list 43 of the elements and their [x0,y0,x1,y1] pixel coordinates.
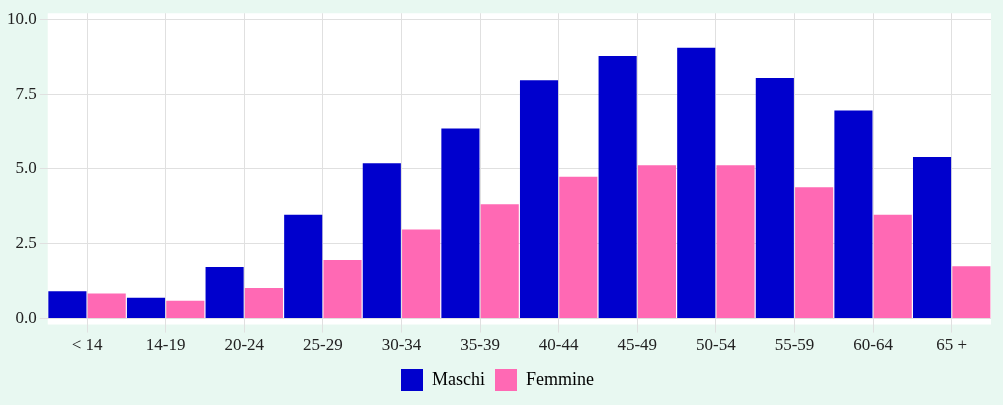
bar [244,288,283,319]
bar [598,56,637,319]
y-tick-label: 5.0 [15,158,37,178]
bar [952,266,991,319]
x-tick-label: 65 + [936,335,968,355]
bar [362,163,401,319]
x-tick-label: 25-29 [303,335,343,355]
bar [716,165,755,319]
x-tick-label: 40-44 [538,335,579,355]
bar [519,80,559,319]
bar [677,47,716,319]
bar [795,187,834,319]
y-tick-label: 7.5 [15,83,37,103]
y-tick-label: 0.0 [15,308,37,328]
bar [87,293,126,319]
y-tick-label: 2.5 [15,233,37,253]
x-tick-label: 50-54 [696,335,737,355]
x-tick-label: 45-49 [617,335,658,355]
bar [323,259,362,319]
y-tick-label: 10.0 [7,8,37,28]
bar [441,128,480,319]
bar [480,204,519,319]
x-tick-label: < 14 [71,335,103,355]
legend-label: Maschi [432,368,486,389]
bar [126,297,166,319]
x-tick-label: 35-39 [460,335,500,355]
bar [559,176,598,319]
x-tick-label: 55-59 [774,335,815,355]
x-tick-label: 14-19 [145,335,186,355]
bar [48,291,87,319]
bar [166,300,205,319]
bar [402,229,441,319]
bar [755,77,794,319]
bar [284,214,323,319]
bar [873,214,912,319]
x-tick-label: 20-24 [224,335,265,355]
bar [637,165,676,319]
x-tick-label: 30-34 [381,335,422,355]
bar [205,267,244,319]
bar [912,156,952,319]
legend-label: Femmine [526,368,594,389]
x-tick-label: 60-64 [853,335,894,355]
bar [834,110,873,319]
